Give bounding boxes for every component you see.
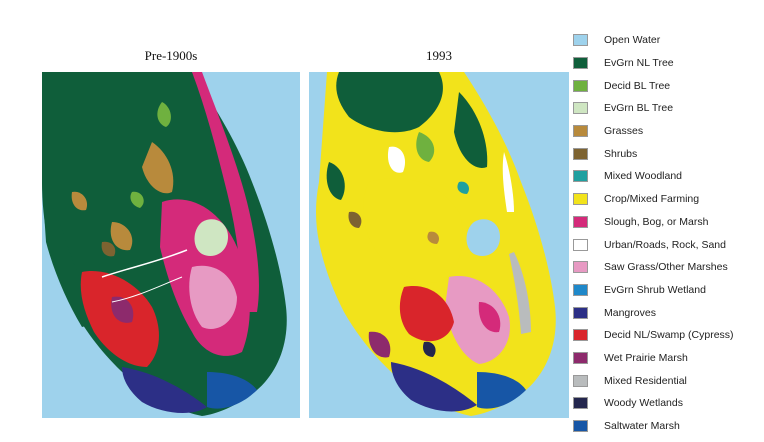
legend-swatch bbox=[573, 57, 588, 70]
legend-swatch bbox=[573, 170, 588, 183]
legend-swatch bbox=[573, 79, 588, 92]
legend-label: EvGrn Shrub Wetland bbox=[604, 283, 706, 296]
legend-item: Woody Wetlands bbox=[573, 392, 763, 415]
legend-swatch bbox=[573, 238, 588, 251]
legend-item: Grasses bbox=[573, 120, 763, 143]
legend-swatch bbox=[573, 306, 588, 319]
legend-swatch bbox=[573, 397, 588, 410]
legend-swatch bbox=[573, 283, 588, 296]
legend-item: Mixed Residential bbox=[573, 369, 763, 392]
legend-swatch bbox=[573, 351, 588, 364]
legend-label: EvGrn BL Tree bbox=[604, 102, 674, 115]
legend-label: Crop/Mixed Farming bbox=[604, 193, 700, 206]
legend-label: Decid BL Tree bbox=[604, 79, 671, 92]
legend-item: EvGrn BL Tree bbox=[573, 97, 763, 120]
legend-label: Slough, Bog, or Marsh bbox=[604, 215, 709, 228]
legend-swatch bbox=[573, 261, 588, 274]
map-title-pre-1900s: Pre-1900s bbox=[144, 48, 198, 63]
legend-label: Mixed Woodland bbox=[604, 170, 683, 183]
legend-item: Decid NL/Swamp (Cypress) bbox=[573, 324, 763, 347]
florida-landcover-1993 bbox=[316, 72, 556, 416]
legend-label: EvGrn NL Tree bbox=[604, 57, 674, 70]
florida-landcover-pre-1900s bbox=[42, 72, 287, 416]
legend-label: Open Water bbox=[604, 34, 661, 47]
legend-label: Saw Grass/Other Marshes bbox=[604, 261, 728, 274]
legend-swatch bbox=[573, 125, 588, 138]
legend-swatch bbox=[573, 193, 588, 206]
legend-item: Crop/Mixed Farming bbox=[573, 188, 763, 211]
legend-item: Wet Prairie Marsh bbox=[573, 347, 763, 370]
legend-swatch bbox=[573, 420, 588, 433]
legend-swatch bbox=[573, 34, 588, 47]
legend-label: Grasses bbox=[604, 125, 644, 138]
legend-item: EvGrn NL Tree bbox=[573, 52, 763, 75]
map-pre-1900s bbox=[42, 72, 300, 418]
legend-swatch bbox=[573, 215, 588, 228]
legend-label: Wet Prairie Marsh bbox=[604, 351, 688, 364]
legend-label: Shrubs bbox=[604, 147, 638, 160]
legend-item: Open Water bbox=[573, 29, 763, 52]
legend-item: EvGrn Shrub Wetland bbox=[573, 279, 763, 302]
map-1993 bbox=[309, 72, 569, 418]
legend-swatch bbox=[573, 329, 588, 342]
legend-item: Saw Grass/Other Marshes bbox=[573, 256, 763, 279]
legend-swatch bbox=[573, 374, 588, 387]
legend-item: Slough, Bog, or Marsh bbox=[573, 211, 763, 234]
map-title-1993: 1993 bbox=[426, 48, 452, 63]
legend-item: Urban/Roads, Rock, Sand bbox=[573, 233, 763, 256]
legend-item: Saltwater Marsh bbox=[573, 415, 763, 438]
legend-item: Decid BL Tree bbox=[573, 74, 763, 97]
legend-label: Saltwater Marsh bbox=[604, 420, 680, 433]
legend-label: Urban/Roads, Rock, Sand bbox=[604, 238, 726, 251]
legend-item: Mixed Woodland bbox=[573, 165, 763, 188]
legend-label: Mangroves bbox=[604, 306, 656, 319]
legend: Open Water EvGrn NL Tree Decid BL Tree EvGr… bbox=[573, 29, 763, 437]
legend-label: Woody Wetlands bbox=[604, 397, 683, 410]
legend-label: Decid NL/Swamp (Cypress) bbox=[604, 329, 734, 342]
legend-item: Shrubs bbox=[573, 142, 763, 165]
legend-item: Mangroves bbox=[573, 301, 763, 324]
legend-swatch bbox=[573, 147, 588, 160]
legend-swatch bbox=[573, 102, 588, 115]
legend-label: Mixed Residential bbox=[604, 374, 687, 387]
